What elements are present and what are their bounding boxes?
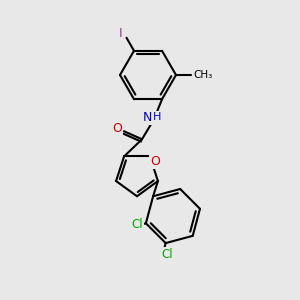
Text: O: O [112,122,122,135]
Text: I: I [119,27,122,40]
Text: N: N [142,111,152,124]
Text: Cl: Cl [131,218,143,231]
Text: O: O [150,155,160,168]
Text: H: H [153,112,161,122]
Text: Cl: Cl [161,248,173,261]
Text: CH₃: CH₃ [194,70,213,80]
